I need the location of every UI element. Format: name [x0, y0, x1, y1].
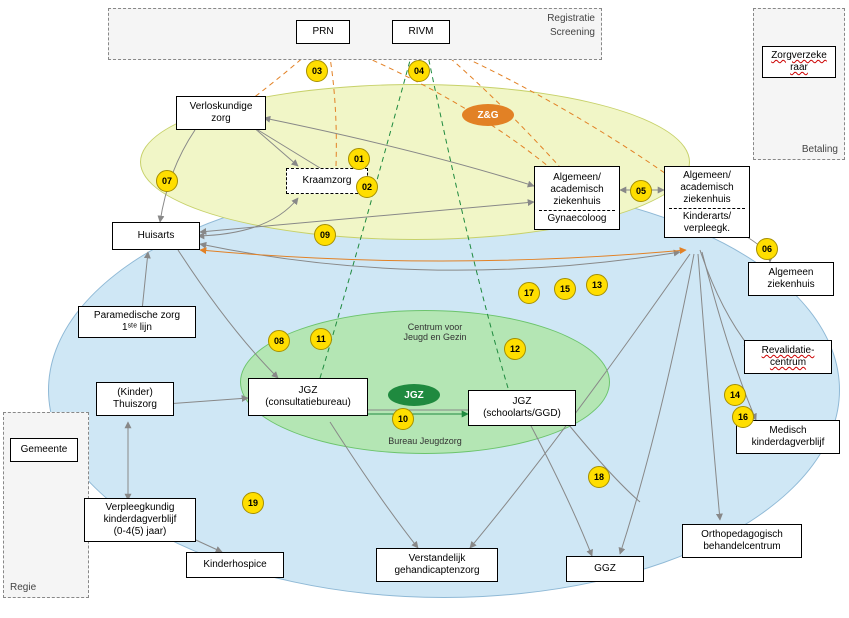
node-verstandelijk: Verstandelijk gehandicaptenzorg [376, 548, 498, 582]
label-bureau: Bureau Jeugdzorg [370, 436, 480, 446]
region-registratie-label1: Registratie [547, 13, 595, 24]
label-centrum: Centrum voorJeugd en Gezin [380, 322, 490, 342]
badge-17: 17 [518, 282, 540, 304]
badge-06: 06 [756, 238, 778, 260]
node-jgz-cb: JGZ (consultatiebureau) [248, 378, 368, 416]
region-regie-label: Regie [10, 582, 36, 593]
node-gemeente: Gemeente [10, 438, 78, 462]
pill-jgz: JGZ [388, 384, 440, 406]
node-kinder-thuiszorg: (Kinder) Thuiszorg [96, 382, 174, 416]
pill-zg: Z&G [462, 104, 514, 126]
node-paramed: Paramedische zorg 1ˢᵗᵉ lijn [78, 306, 196, 338]
node-zorgverzekeraar: Zorgverzeke raar [762, 46, 836, 78]
node-rivm: RIVM [392, 20, 450, 44]
badge-13: 13 [586, 274, 608, 296]
badge-07: 07 [156, 170, 178, 192]
badge-15: 15 [554, 278, 576, 300]
badge-12: 12 [504, 338, 526, 360]
node-algemeen-zh: Algemeen ziekenhuis [748, 262, 834, 296]
badge-01: 01 [348, 148, 370, 170]
badge-08: 08 [268, 330, 290, 352]
node-medisch-kdv: Medisch kinderdagverblijf [736, 420, 840, 454]
badge-02: 02 [356, 176, 378, 198]
node-jgz-ggd: JGZ (schoolarts/GGD) [468, 390, 576, 426]
node-algemeen-kind: Algemeen/ academisch ziekenhuisKinderart… [664, 166, 750, 238]
region-betaling: Betaling [753, 8, 845, 160]
region-registratie: Registratie Screening [108, 8, 602, 60]
node-verloskundige: Verloskundige zorg [176, 96, 266, 130]
node-orthoped: Orthopedagogisch behandelcentrum [682, 524, 802, 558]
badge-10: 10 [392, 408, 414, 430]
node-ggz: GGZ [566, 556, 644, 582]
node-prn: PRN [296, 20, 350, 44]
badge-14: 14 [724, 384, 746, 406]
node-algemeen-gyn: Algemeen/ academisch ziekenhuisGynaecolo… [534, 166, 620, 230]
node-huisarts: Huisarts [112, 222, 200, 250]
badge-16: 16 [732, 406, 754, 428]
node-revalidatie: Revalidatie- centrum [744, 340, 832, 374]
node-kinderhospice: Kinderhospice [186, 552, 284, 578]
badge-09: 09 [314, 224, 336, 246]
region-betaling-label: Betaling [802, 144, 838, 155]
badge-04: 04 [408, 60, 430, 82]
node-verpleeg: Verpleegkundig kinderdagverblijf (0-4(5)… [84, 498, 196, 542]
badge-03: 03 [306, 60, 328, 82]
badge-11: 11 [310, 328, 332, 350]
badge-05: 05 [630, 180, 652, 202]
badge-18: 18 [588, 466, 610, 488]
region-registratie-label2: Screening [550, 27, 595, 38]
badge-19: 19 [242, 492, 264, 514]
